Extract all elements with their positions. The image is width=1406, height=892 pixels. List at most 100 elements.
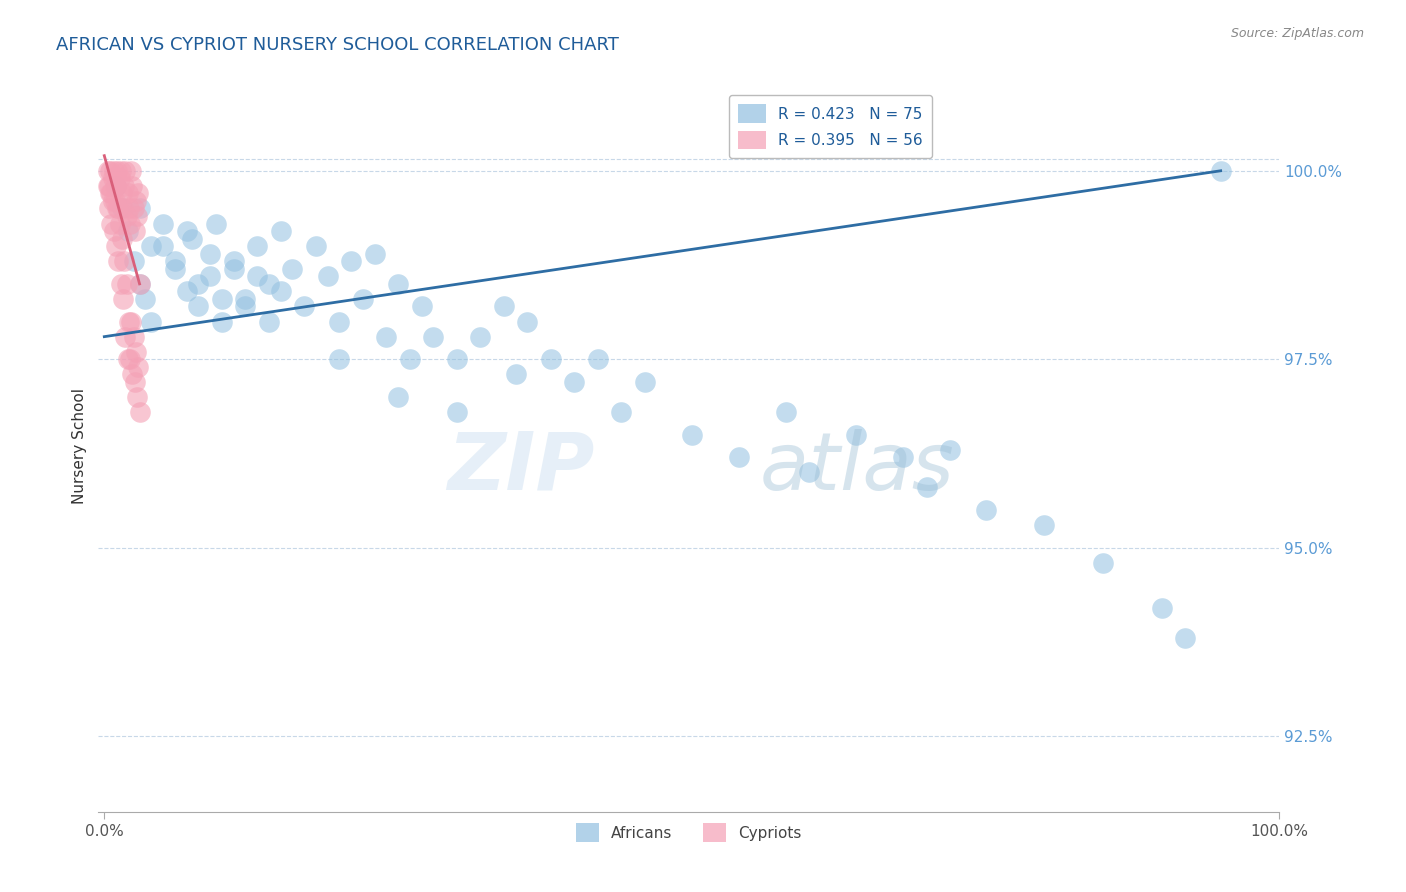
Text: atlas: atlas <box>759 429 955 507</box>
Point <box>363 246 385 260</box>
Point <box>974 503 997 517</box>
Point <box>120 352 142 367</box>
Point <box>122 254 145 268</box>
Point <box>775 405 797 419</box>
Point <box>187 277 209 291</box>
Point <box>120 163 142 178</box>
Point <box>97 178 120 193</box>
Point <box>152 217 174 231</box>
Point <box>114 329 136 343</box>
Text: ZIP: ZIP <box>447 429 595 507</box>
Point <box>115 277 138 291</box>
Point <box>328 352 350 367</box>
Point <box>163 254 186 268</box>
Point <box>111 232 134 246</box>
Point <box>1174 632 1197 646</box>
Point <box>586 352 609 367</box>
Point <box>111 202 134 216</box>
Point <box>387 390 409 404</box>
Point <box>211 315 233 329</box>
Point <box>127 186 149 201</box>
Point <box>103 163 125 178</box>
Point <box>257 315 280 329</box>
Point <box>107 202 129 216</box>
Point <box>118 315 141 329</box>
Point <box>105 178 128 193</box>
Point <box>115 209 138 223</box>
Point <box>340 254 363 268</box>
Point <box>98 178 121 193</box>
Point <box>198 246 221 260</box>
Point <box>97 163 120 178</box>
Point <box>246 239 269 253</box>
Point <box>112 202 135 216</box>
Point <box>316 269 339 284</box>
Point <box>187 300 209 314</box>
Point <box>211 292 233 306</box>
Point <box>110 163 132 178</box>
Point <box>120 217 142 231</box>
Point <box>270 285 292 299</box>
Point <box>845 427 868 442</box>
Point <box>152 239 174 253</box>
Point <box>328 315 350 329</box>
Point <box>105 239 128 253</box>
Point <box>125 344 148 359</box>
Point <box>111 186 134 201</box>
Point <box>305 239 328 253</box>
Point <box>114 163 136 178</box>
Point <box>893 450 915 465</box>
Point <box>163 261 186 276</box>
Point <box>176 285 198 299</box>
Point <box>610 405 633 419</box>
Point <box>411 300 433 314</box>
Point <box>181 232 204 246</box>
Point <box>120 315 142 329</box>
Point <box>112 178 135 193</box>
Point <box>128 202 150 216</box>
Point <box>107 254 129 268</box>
Point <box>105 178 128 193</box>
Point <box>634 375 657 389</box>
Point <box>233 292 256 306</box>
Point <box>100 186 122 201</box>
Point <box>198 269 221 284</box>
Point <box>104 178 127 193</box>
Point <box>117 186 139 201</box>
Point <box>915 480 938 494</box>
Point <box>108 171 131 186</box>
Point <box>121 178 143 193</box>
Point <box>1209 163 1232 178</box>
Point <box>422 329 444 343</box>
Point <box>101 171 124 186</box>
Point <box>134 292 156 306</box>
Point <box>117 224 139 238</box>
Point <box>387 277 409 291</box>
Point <box>122 202 145 216</box>
Point <box>103 224 125 238</box>
Point <box>446 352 468 367</box>
Point <box>98 202 121 216</box>
Point <box>505 368 527 382</box>
Point <box>128 277 150 291</box>
Point <box>1092 556 1115 570</box>
Point <box>121 368 143 382</box>
Point <box>281 261 304 276</box>
Point <box>222 261 245 276</box>
Point <box>257 277 280 291</box>
Point <box>127 359 149 374</box>
Point <box>105 163 128 178</box>
Point <box>270 224 292 238</box>
Point <box>222 254 245 268</box>
Point <box>124 375 146 389</box>
Point <box>205 217 228 231</box>
Point <box>98 163 121 178</box>
Point <box>125 194 148 208</box>
Point <box>124 224 146 238</box>
Point <box>1033 518 1056 533</box>
Y-axis label: Nursery School: Nursery School <box>72 388 87 504</box>
Point <box>799 466 821 480</box>
Legend: Africans, Cypriots: Africans, Cypriots <box>569 817 808 848</box>
Point <box>128 405 150 419</box>
Point <box>939 442 962 457</box>
